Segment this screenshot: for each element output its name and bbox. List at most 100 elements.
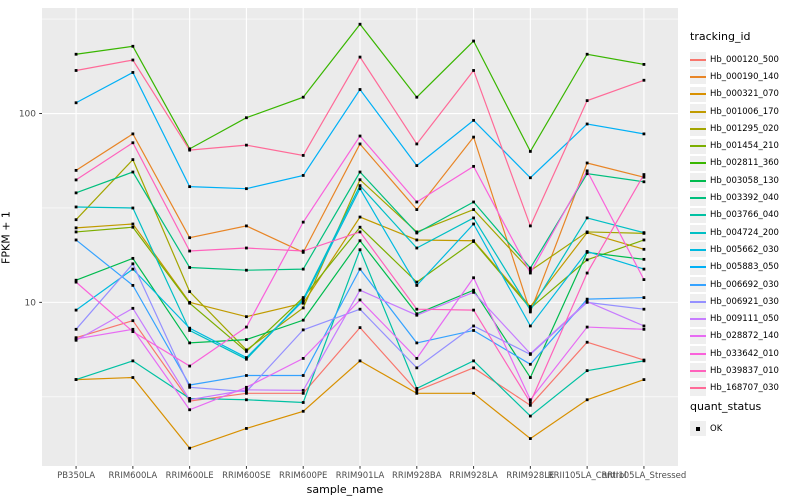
data-point-Hb_006692_030 bbox=[245, 374, 248, 377]
data-point-Hb_000321_070 bbox=[472, 391, 475, 395]
data-point-Hb_005662_030 bbox=[188, 326, 192, 330]
data-point-Hb_028872_140 bbox=[245, 385, 248, 389]
data-point-Hb_000190_140 bbox=[188, 236, 192, 240]
data-point-Hb_005883_050 bbox=[74, 101, 78, 105]
quant-status-legend-title: quant_status bbox=[690, 400, 762, 413]
data-point-Hb_005883_050 bbox=[472, 118, 475, 122]
data-point-Hb_003058_130 bbox=[74, 278, 78, 282]
x-tick-label: RRIM600LE bbox=[166, 471, 214, 481]
legend-item-label: Hb_000190_140 bbox=[710, 71, 779, 82]
data-point-Hb_000120_500 bbox=[131, 319, 135, 323]
data-point-Hb_001454_210 bbox=[472, 240, 475, 243]
data-point-Hb_001006_170 bbox=[131, 222, 135, 226]
data-point-Hb_000321_070 bbox=[245, 427, 248, 430]
data-point-Hb_000321_070 bbox=[188, 446, 192, 450]
data-point-Hb_033642_010 bbox=[245, 325, 248, 329]
series-color-line bbox=[690, 214, 706, 217]
data-point-Hb_001295_020 bbox=[74, 218, 78, 222]
legend-item-Hb_001454_210: Hb_001454_210 bbox=[690, 137, 800, 154]
data-point-Hb_005883_050 bbox=[245, 187, 248, 191]
ok-point-key bbox=[690, 421, 706, 437]
data-point-Hb_039837_010 bbox=[188, 249, 192, 253]
data-point-Hb_005662_030 bbox=[358, 187, 362, 191]
data-point-Hb_004724_200 bbox=[642, 231, 646, 235]
data-point-Hb_003392_040 bbox=[472, 200, 475, 204]
data-point-Hb_005883_050 bbox=[301, 174, 305, 177]
data-point-Hb_009111_050 bbox=[188, 398, 192, 402]
legend-item-label: Hb_002811_360 bbox=[710, 158, 779, 169]
data-point-Hb_005662_030 bbox=[415, 283, 419, 287]
data-point-Hb_001006_170 bbox=[415, 238, 419, 242]
data-point-Hb_003058_130 bbox=[245, 338, 248, 342]
data-point-Hb_004724_200 bbox=[472, 216, 475, 220]
data-point-Hb_004724_200 bbox=[528, 308, 532, 312]
data-point-Hb_003766_040 bbox=[358, 248, 362, 252]
data-point-Hb_002811_360 bbox=[472, 39, 475, 43]
legend-item-label: Hb_003392_040 bbox=[710, 193, 779, 204]
series-color-line bbox=[690, 75, 706, 78]
data-point-Hb_000120_500 bbox=[301, 391, 305, 395]
data-point-Hb_001006_170 bbox=[358, 215, 362, 219]
legend-key-line-icon bbox=[690, 138, 706, 154]
data-point-Hb_003766_040 bbox=[131, 359, 135, 363]
data-point-Hb_003058_130 bbox=[188, 341, 192, 345]
data-point-Hb_003058_130 bbox=[472, 288, 475, 292]
square-point-icon bbox=[696, 426, 700, 431]
data-point-Hb_001454_210 bbox=[415, 280, 419, 284]
data-point-Hb_006692_030 bbox=[472, 329, 475, 332]
data-point-Hb_003392_040 bbox=[415, 231, 419, 235]
data-point-Hb_006692_030 bbox=[415, 341, 419, 345]
x-tick-label: RRIM600LA bbox=[109, 471, 158, 481]
data-point-Hb_006692_030 bbox=[528, 362, 532, 366]
data-point-Hb_009111_050 bbox=[358, 288, 362, 292]
data-point-Hb_005662_030 bbox=[131, 267, 135, 271]
data-point-Hb_001295_020 bbox=[188, 290, 192, 294]
y-axis-title: FPKM + 1 bbox=[0, 211, 13, 264]
legend-item-Hb_000190_140: Hb_000190_140 bbox=[690, 68, 800, 85]
data-point-Hb_006921_030 bbox=[245, 390, 248, 393]
data-point-Hb_006692_030 bbox=[188, 383, 192, 387]
legend-item-label: Hb_001295_020 bbox=[710, 123, 779, 134]
legend-item-label: Hb_039837_010 bbox=[710, 365, 779, 376]
data-point-Hb_001295_020 bbox=[472, 208, 475, 211]
data-point-Hb_003392_040 bbox=[528, 266, 532, 270]
data-point-Hb_003766_040 bbox=[301, 401, 305, 404]
data-point-Hb_004724_200 bbox=[245, 357, 248, 361]
data-point-Hb_009111_050 bbox=[415, 313, 419, 317]
legend-key-line-icon bbox=[690, 259, 706, 275]
legend-item-Hb_003058_130: Hb_003058_130 bbox=[690, 172, 800, 189]
data-point-Hb_004724_200 bbox=[585, 216, 589, 220]
data-point-Hb_003392_040 bbox=[358, 170, 362, 174]
legend-item-label: Hb_168707_030 bbox=[710, 383, 779, 394]
legend-key-line-icon bbox=[690, 190, 706, 206]
series-color-line bbox=[690, 283, 706, 286]
legend-item-Hb_028872_140: Hb_028872_140 bbox=[690, 328, 800, 345]
data-point-Hb_002811_360 bbox=[74, 52, 78, 56]
data-point-Hb_005883_050 bbox=[188, 185, 192, 189]
data-point-Hb_001454_210 bbox=[585, 258, 589, 262]
series-color-line bbox=[690, 335, 706, 338]
legend-key-line-icon bbox=[690, 69, 706, 85]
legend-item-label: Hb_009111_050 bbox=[710, 314, 779, 325]
data-point-Hb_033642_010 bbox=[415, 200, 419, 204]
legend-item-Hb_033642_010: Hb_033642_010 bbox=[690, 345, 800, 362]
data-point-Hb_002811_360 bbox=[585, 52, 589, 56]
data-point-Hb_005883_050 bbox=[415, 164, 419, 167]
legend-key-line-icon bbox=[690, 86, 706, 102]
legend-item-label: Hb_000120_500 bbox=[710, 54, 779, 65]
series-color-line bbox=[690, 266, 706, 269]
data-point-Hb_033642_010 bbox=[472, 164, 475, 168]
legend-item-Hb_001006_170: Hb_001006_170 bbox=[690, 103, 800, 120]
data-point-Hb_001006_170 bbox=[642, 247, 646, 251]
legend-item-Hb_002811_360: Hb_002811_360 bbox=[690, 155, 800, 172]
data-point-Hb_004724_200 bbox=[74, 205, 78, 209]
x-axis-title: sample_name bbox=[306, 483, 384, 496]
data-point-Hb_168707_030 bbox=[131, 58, 135, 62]
data-point-Hb_001295_020 bbox=[528, 269, 532, 273]
legend-item-label: Hb_006921_030 bbox=[710, 296, 779, 307]
x-tick-label: RRIM928LE bbox=[506, 471, 554, 481]
legend-item-Hb_005883_050: Hb_005883_050 bbox=[690, 259, 800, 276]
data-point-Hb_000190_140 bbox=[642, 175, 646, 179]
series-color-line bbox=[690, 231, 706, 234]
y-tick-label: 10 bbox=[25, 298, 37, 308]
